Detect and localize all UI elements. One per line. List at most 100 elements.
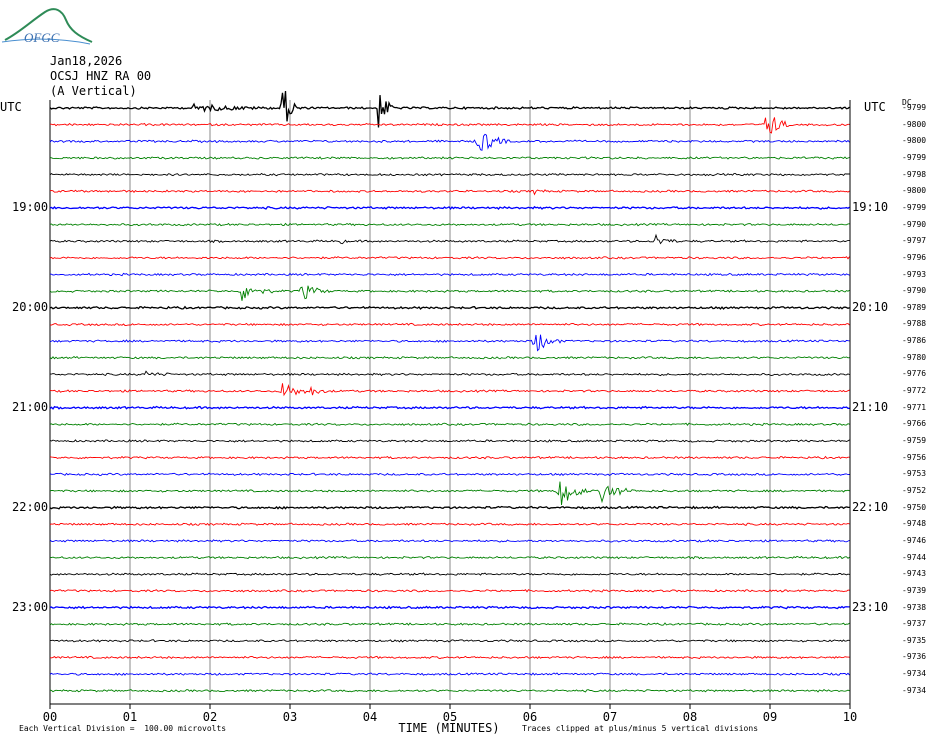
dc-offset-label: -9744 (902, 552, 927, 562)
trace-row-10 (49, 272, 850, 277)
scale-note-text: Each Vertical Division = 100.00 microvol… (19, 724, 227, 733)
dc-offset-label: -9739 (902, 585, 927, 595)
trace-row-26 (49, 539, 850, 543)
trace-row-20 (49, 439, 850, 443)
x-tick-label-09: 09 (762, 710, 778, 724)
trace-row-35 (49, 689, 850, 693)
trace-row-29 (49, 589, 850, 593)
left-time-label: 20:00 (12, 299, 49, 314)
dc-offset-label: -9737 (902, 619, 927, 629)
trace-row-16 (50, 370, 850, 377)
trace-row-3 (49, 156, 850, 160)
left-time-label: 22:00 (12, 499, 49, 514)
x-tick-label-08: 08 (682, 710, 698, 724)
x-tick-label-00: 00 (42, 710, 58, 724)
trace-row-15 (49, 355, 850, 360)
trace-row-9 (49, 256, 850, 260)
dc-offset-label: -9789 (902, 302, 927, 312)
x-tick-label-05: 05 (442, 710, 458, 724)
x-tick-label-02: 02 (202, 710, 218, 724)
x-tick-label-10: 10 (842, 710, 858, 724)
dc-offset-label: -9753 (902, 469, 927, 479)
trace-row-18 (49, 405, 850, 410)
clip-note: Traces clipped at plus/minus 5 vertical … (522, 724, 759, 733)
trace-row-14 (49, 334, 850, 352)
dc-offset-label: -9738 (902, 602, 927, 612)
left-time-label: 19:00 (12, 199, 49, 214)
dc-offset-label: -9750 (902, 502, 927, 512)
dc-offset-label: -9793 (902, 269, 927, 279)
dc-offset-label: -9799 (902, 152, 927, 162)
dc-offset-label: -9800 (902, 119, 927, 129)
trace-row-11 (49, 285, 850, 301)
dc-offset-label: -9752 (902, 485, 927, 495)
header-component: (A Vertical) (50, 84, 137, 98)
trace-row-1 (50, 117, 850, 134)
dc-offset-label: -9766 (902, 419, 927, 429)
trace-row-0 (49, 90, 850, 128)
trace-row-4 (49, 172, 850, 177)
x-tick-label-06: 06 (522, 710, 538, 724)
dc-label: DC (902, 98, 912, 107)
trace-row-12 (49, 305, 850, 310)
dc-offset-label: -9790 (902, 219, 927, 229)
trace-row-32 (49, 639, 850, 643)
trace-row-24 (49, 505, 850, 510)
dc-offset-label: -9798 (902, 169, 927, 179)
trace-row-2 (49, 133, 850, 151)
dc-offset-label: -9734 (902, 669, 927, 679)
dc-offset-label: -9776 (902, 369, 927, 379)
x-axis-label: TIME (MINUTES) (398, 721, 500, 735)
dc-offset-label: -9800 (902, 136, 927, 146)
trace-row-8 (49, 233, 850, 245)
dc-offset-label: -9796 (902, 252, 927, 262)
utc-right-label: UTC (864, 100, 886, 114)
dc-offset-label: -9788 (902, 319, 927, 329)
logo-swoosh (4, 8, 93, 43)
trace-row-5 (49, 189, 850, 196)
right-time-label: 22:10 (852, 499, 889, 514)
right-time-label: 21:10 (852, 399, 889, 414)
scale-note: Each Vertical Division = 100.00 microvol… (5, 724, 226, 733)
x-tick-label-01: 01 (122, 710, 138, 724)
trace-row-30 (49, 605, 850, 610)
header-station: OCSJ HNZ RA 00 (50, 69, 152, 83)
dc-offset-label: -9736 (902, 652, 927, 662)
left-time-label: 21:00 (12, 399, 49, 414)
right-time-label: 20:10 (852, 299, 889, 314)
trace-row-27 (49, 555, 850, 560)
trace-row-6 (49, 205, 850, 210)
right-time-label: 23:10 (852, 599, 889, 614)
x-tick-label-04: 04 (362, 710, 378, 724)
dc-offset-label: -9756 (902, 452, 927, 462)
dc-offset-label: -9748 (902, 519, 927, 529)
dc-offset-label: -9780 (902, 352, 927, 362)
x-tick-label-07: 07 (602, 710, 618, 724)
trace-row-7 (49, 222, 850, 227)
dc-offset-label: -9735 (902, 635, 927, 645)
x-tick-label-03: 03 (282, 710, 298, 724)
trace-row-33 (49, 655, 850, 660)
logo-text: OFGC (24, 30, 60, 45)
logo-underline (1, 38, 91, 45)
dc-offset-label: -9759 (902, 436, 927, 445)
dc-offset-label: -9800 (902, 186, 927, 196)
dc-offset-label: -9799 (902, 103, 927, 112)
trace-row-22 (49, 472, 850, 477)
header-date: Jan18,2026 (50, 54, 123, 68)
left-time-label: 23:00 (12, 599, 49, 614)
trace-row-25 (49, 522, 850, 526)
trace-row-23 (49, 481, 850, 506)
utc-left-label: UTC (0, 100, 22, 114)
dc-offset-label: -9797 (902, 236, 927, 246)
dc-offset-label: -9772 (902, 386, 927, 396)
dc-offset-label: -9786 (902, 336, 927, 346)
trace-row-31 (49, 622, 850, 626)
dc-offset-label: -9734 (902, 685, 927, 695)
dc-offset-label: -9743 (902, 569, 927, 579)
dc-offset-label: -9746 (902, 535, 927, 545)
ofgc-logo: OFGC (1, 8, 93, 45)
trace-row-34 (49, 672, 850, 676)
dc-offset-label: -9790 (902, 286, 927, 296)
